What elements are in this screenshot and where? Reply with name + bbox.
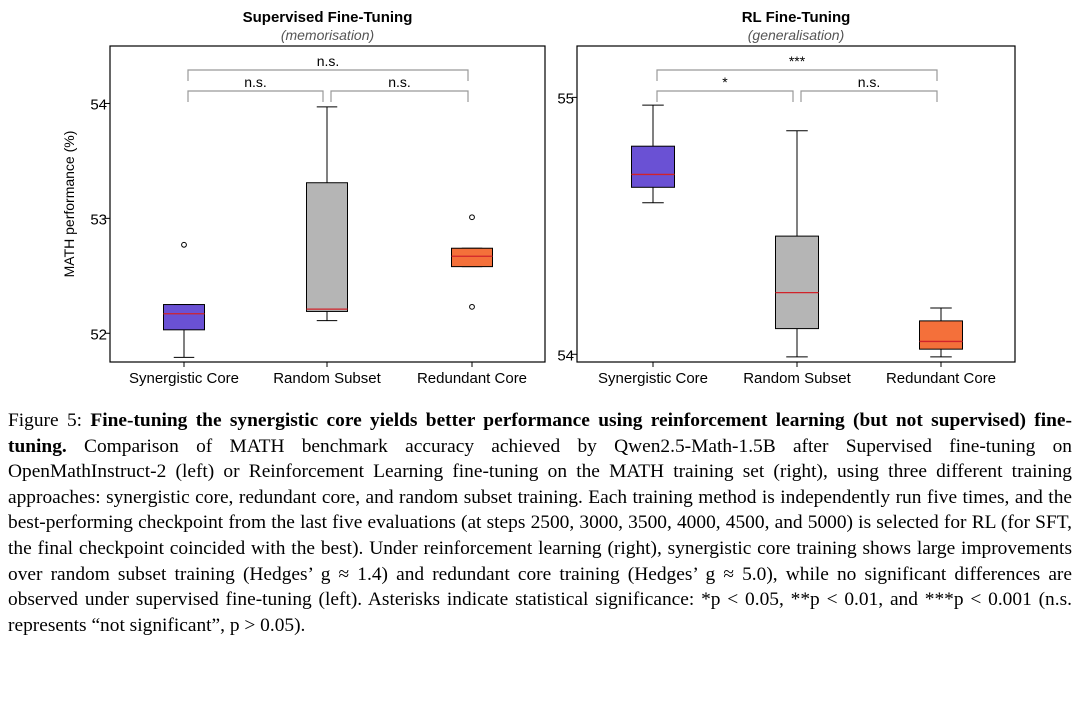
sft-iqr-rect-1 xyxy=(306,182,348,312)
rl-sig-label-2: *** xyxy=(789,53,806,69)
sft-y-axis-label: MATH performance (%) xyxy=(61,131,77,278)
rl-y-tick-label-0: 54 xyxy=(557,347,574,364)
sft-box-0 xyxy=(163,241,205,358)
rl-iqr-rect-2 xyxy=(919,320,963,350)
rl-x-tick-label-2: Redundant Core xyxy=(886,370,996,387)
rl-sig-label-1: n.s. xyxy=(858,74,881,90)
sft-sig-label-0: n.s. xyxy=(244,74,267,90)
sft-box-2 xyxy=(451,214,493,310)
sft-y-tick-label-0: 52 xyxy=(90,326,107,343)
rl-box-2 xyxy=(919,307,963,358)
rl-iqr-rect-1 xyxy=(775,235,819,330)
sft-sig-label-1: n.s. xyxy=(388,74,411,90)
caption-label: Figure 5: xyxy=(8,410,83,431)
sft-panel-title: Supervised Fine-Tuning xyxy=(243,9,413,26)
caption-text: Comparison of MATH benchmark accuracy ac… xyxy=(8,435,1072,636)
rl-panel-subtitle: (generalisation) xyxy=(748,27,845,43)
sft-y-tick-label-2: 54 xyxy=(90,96,107,113)
rl-plot-frame xyxy=(576,45,1016,363)
sft-box-1 xyxy=(306,106,348,322)
sft-outlier-2-1 xyxy=(469,303,475,310)
sft-iqr-rect-2 xyxy=(451,247,493,268)
figure-caption: Figure 5: Fine-tuning the synergistic co… xyxy=(8,408,1072,638)
rl-sig-label-0: * xyxy=(722,74,728,90)
rl-box-0 xyxy=(631,104,675,204)
sft-sig-bracket-1 xyxy=(330,90,469,102)
sft-sig-bracket-2 xyxy=(187,69,469,81)
sft-outlier-0-0 xyxy=(181,241,187,248)
sft-x-tick-label-2: Redundant Core xyxy=(417,370,527,387)
sft-x-tick-label-0: Synergistic Core xyxy=(129,370,239,387)
rl-box-1 xyxy=(775,130,819,358)
rl-x-tick-label-1: Random Subset xyxy=(743,370,851,387)
sft-iqr-rect-0 xyxy=(163,304,205,331)
sft-sig-label-2: n.s. xyxy=(317,53,340,69)
figure-charts: Supervised Fine-Tuning (memorisation) MA… xyxy=(61,9,1016,387)
sft-outlier-2-0 xyxy=(469,214,475,221)
rl-sig-bracket-2 xyxy=(656,69,938,81)
sft-panel-subtitle: (memorisation) xyxy=(281,27,374,43)
rl-panel-title: RL Fine-Tuning xyxy=(742,9,851,26)
sft-panel: Supervised Fine-Tuning (memorisation) MA… xyxy=(61,9,546,387)
caption-bold: Fine-tuning the synergistic core yields … xyxy=(8,410,1072,457)
sft-y-tick-label-1: 53 xyxy=(90,211,107,228)
rl-iqr-rect-0 xyxy=(631,145,675,188)
rl-x-tick-label-0: Synergistic Core xyxy=(598,370,708,387)
rl-y-tick-label-1: 55 xyxy=(557,90,574,107)
sft-x-tick-label-1: Random Subset xyxy=(273,370,381,387)
rl-sig-bracket-1 xyxy=(800,90,938,102)
sft-sig-bracket-0 xyxy=(187,90,324,102)
rl-sig-bracket-0 xyxy=(656,90,794,102)
rl-panel: RL Fine-Tuning (generalisation) 54 55 Syne… xyxy=(557,9,1016,387)
